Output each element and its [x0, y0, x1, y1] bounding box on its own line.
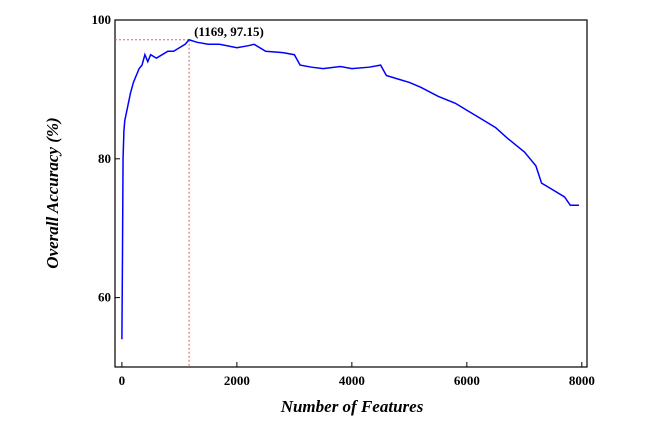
y-tick-label: 60 [98, 290, 111, 305]
annotation-label: (1169, 97.15) [194, 24, 264, 39]
y-tick-label: 80 [98, 151, 111, 166]
x-tick-label: 4000 [339, 373, 365, 388]
x-axis-label: Number of Features [280, 397, 424, 416]
x-tick-label: 6000 [454, 373, 480, 388]
y-tick-label: 100 [92, 12, 112, 27]
data-line [121, 38, 579, 340]
plot-frame [114, 19, 588, 368]
x-tick-label: 2000 [224, 373, 250, 388]
x-tick-label: 0 [119, 373, 126, 388]
y-axis-label: Overall Accuracy (%) [43, 117, 62, 268]
x-tick-label: 8000 [569, 373, 595, 388]
